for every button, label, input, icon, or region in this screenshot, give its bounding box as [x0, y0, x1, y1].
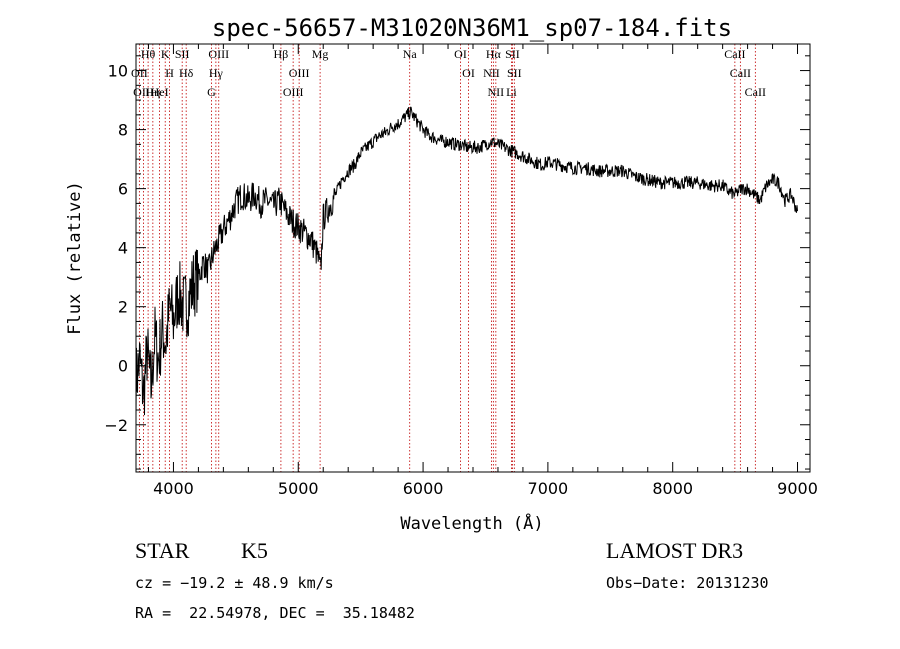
ra-dec-coordinates: RA = 22.54978, DEC = 35.18482: [135, 604, 415, 622]
line-marker-label: Na: [403, 47, 418, 61]
line-marker-label: Hη: [145, 85, 160, 99]
line-marker-label: K: [161, 47, 170, 61]
x-tick-label: 7000: [528, 479, 569, 498]
line-marker-label: Hδ: [179, 66, 194, 80]
line-marker-label: OI: [454, 47, 467, 61]
line-marker-label: NII: [488, 85, 505, 99]
x-tick-label: 4000: [153, 479, 194, 498]
x-axis-label: Wavelength (Å): [400, 512, 543, 534]
y-tick-label: 0: [118, 357, 128, 376]
line-marker-label: OIII: [208, 47, 229, 61]
spectrum-series-line: [135, 106, 798, 416]
line-marker-label: HeI: [151, 85, 169, 99]
line-marker-label: SII: [507, 66, 522, 80]
y-tick-label: 2: [118, 298, 128, 317]
y-tick-label: 6: [118, 180, 128, 199]
object-class: STAR: [135, 538, 190, 563]
observation-date: Obs−Date: 20131230: [606, 574, 769, 592]
line-marker-label: Hα: [486, 47, 502, 61]
plot-frame: [135, 43, 811, 473]
survey-name: LAMOST DR3: [606, 538, 744, 563]
line-marker-label: Hβ: [274, 47, 289, 61]
line-marker-label: CaII: [730, 66, 751, 80]
line-marker-label: NII: [483, 66, 500, 80]
line-marker-label: SII: [175, 47, 190, 61]
line-marker-label: OIII: [133, 85, 154, 99]
line-marker-label: OII: [131, 66, 148, 80]
x-tick-label: 9000: [777, 479, 818, 498]
axis-tick-labels: 4000 5000 6000 7000 8000 9000 −2 0 2 4 6 8 10: [104, 62, 817, 498]
y-tick-label: 4: [118, 239, 128, 258]
axis-ticks: [136, 44, 810, 472]
line-marker-label: CaII: [724, 47, 745, 61]
y-tick-label: 8: [118, 121, 128, 140]
line-marker-label: CaII: [745, 85, 766, 99]
object-subclass: K5: [241, 538, 268, 563]
line-marker-label: SII: [505, 47, 520, 61]
redshift-cz: cz = −19.2 ± 48.9 km/s: [135, 574, 334, 592]
line-marker-label: G: [207, 85, 216, 99]
line-marker-label: OI: [462, 66, 475, 80]
line-markers: [138, 44, 756, 472]
line-marker-label: OIII: [289, 66, 310, 80]
line-marker-label: Mg: [312, 47, 329, 61]
x-tick-label: 6000: [403, 479, 444, 498]
line-marker-label: OIII: [283, 85, 304, 99]
x-tick-label: 8000: [652, 479, 693, 498]
line-marker-label: Li: [506, 85, 517, 99]
line-marker-labels: HθOIIOIIIKHHeIHηSIIHδOIIIHγGHβOIIIOIIIMg…: [131, 47, 766, 99]
chart-title: spec-56657-M31020N36M1_sp07-184.fits: [212, 14, 732, 42]
y-tick-label: 10: [108, 62, 128, 81]
line-marker-label: Hγ: [209, 66, 224, 80]
y-axis-label: Flux (relative): [65, 181, 85, 335]
y-tick-label: −2: [104, 416, 128, 435]
line-marker-label: Hθ: [141, 47, 156, 61]
x-tick-label: 5000: [278, 479, 319, 498]
line-marker-label: H: [165, 66, 174, 80]
